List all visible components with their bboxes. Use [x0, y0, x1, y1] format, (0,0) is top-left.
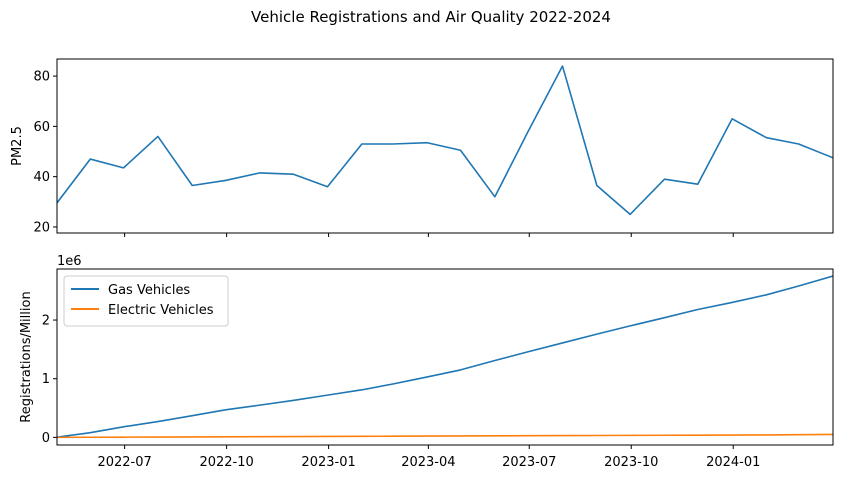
legend-label-gas: Gas Vehicles [108, 283, 190, 298]
top-y-ticks: 20 40 60 80 [33, 70, 57, 235]
x-tick-label: 2022-07 [97, 455, 151, 470]
bottom-y-ticks: 0 1 2 [42, 314, 57, 446]
legend-frame [63, 275, 229, 327]
x-tick-label: 2022-10 [199, 455, 253, 470]
bottom-plot-line-layer [57, 275, 833, 439]
top-panel: 20 40 60 80 PM2.5 [10, 58, 834, 237]
y-tick-label: 0 [42, 431, 50, 446]
x-tick-label: 2023-04 [401, 455, 455, 470]
gas-vehicles-series-line [57, 275, 833, 439]
y-tick-label: 20 [33, 220, 50, 235]
top-y-axis-label: PM2.5 [10, 126, 25, 166]
y-tick-label: 1 [42, 372, 50, 387]
top-plot-line-layer [57, 65, 833, 216]
x-tick-label: 2023-01 [301, 455, 355, 470]
electric-vehicles-series-line [57, 433, 833, 439]
pm25-series-line [57, 65, 833, 216]
bottom-x-ticks: 2022-07 2022-10 2023-01 2023-04 2023-07 2023-… [97, 445, 760, 470]
bottom-y-offset-label: 1e6 [57, 254, 82, 269]
bottom-y-axis-label: Registrations/Million [19, 291, 34, 422]
x-tick-label: 2024-01 [706, 455, 760, 470]
bottom-panel: 012 2022-07 2022-10 2023-01 2023-04 2023-07 2… [19, 254, 834, 470]
y-tick-label: 40 [33, 170, 50, 185]
y-tick-label: 60 [33, 120, 50, 135]
x-tick-label: 2023-10 [604, 455, 658, 470]
legend: Gas Vehicles Electric Vehicles [63, 275, 229, 327]
figure-title: Vehicle Registrations and Air Quality 20… [251, 8, 611, 26]
y-tick-label: 80 [33, 70, 50, 85]
bottom-axes-frame [56, 268, 834, 446]
top-x-ticks [124, 233, 734, 237]
top-axes-frame [56, 58, 834, 234]
y-tick-label: 2 [42, 314, 50, 329]
x-tick-label: 2023-07 [502, 455, 556, 470]
legend-label-electric: Electric Vehicles [108, 303, 214, 318]
